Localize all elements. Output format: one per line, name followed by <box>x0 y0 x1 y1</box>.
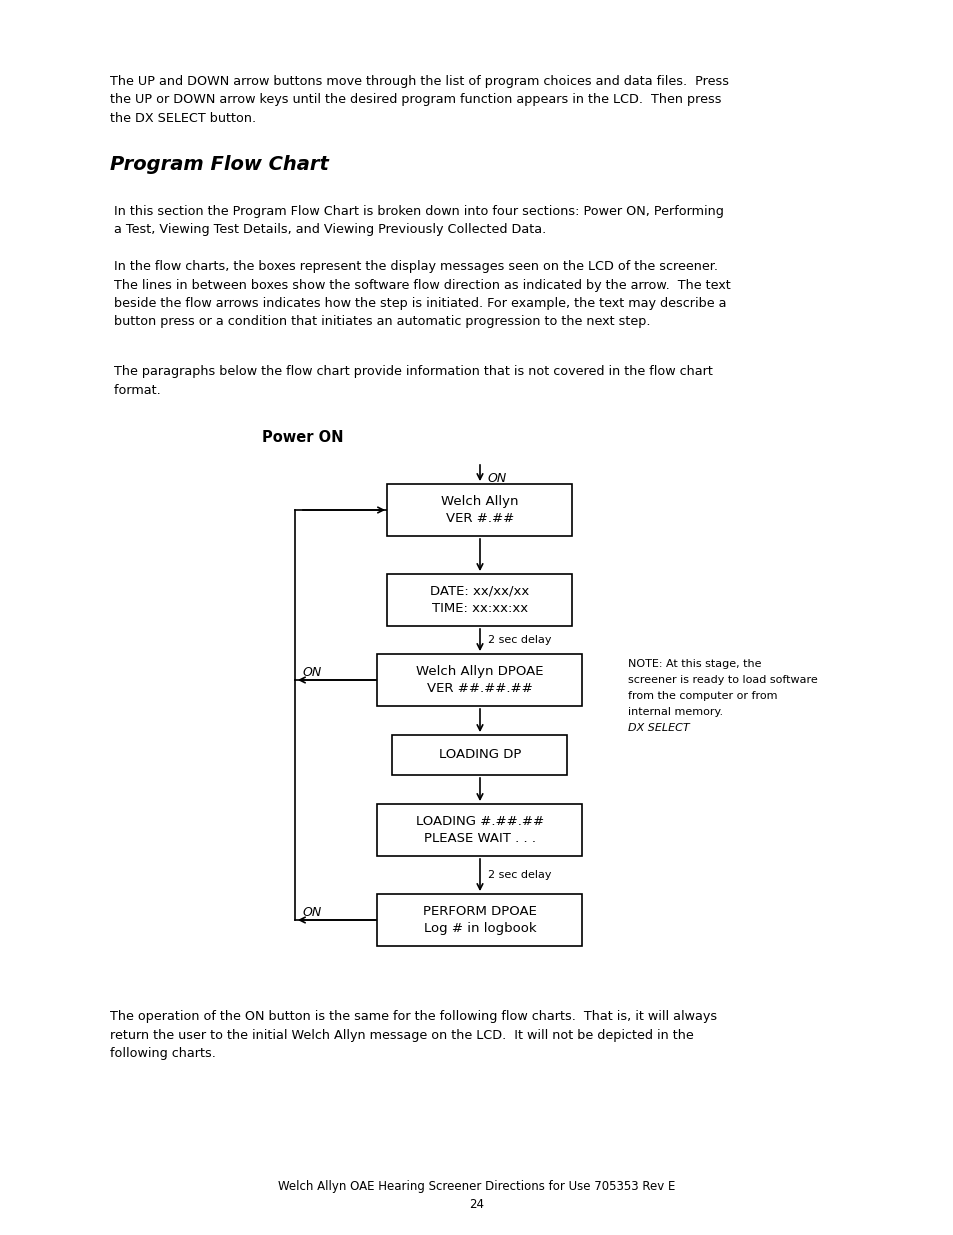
Bar <box>387 484 572 536</box>
Text: DATE: xx/xx/xx
TIME: xx:xx:xx: DATE: xx/xx/xx TIME: xx:xx:xx <box>430 585 529 615</box>
Text: LOADING #.##.##
PLEASE WAIT . . .: LOADING #.##.## PLEASE WAIT . . . <box>416 815 543 845</box>
Bar <box>377 804 582 856</box>
Text: 2 sec delay: 2 sec delay <box>488 869 551 881</box>
Text: 24: 24 <box>469 1198 484 1212</box>
Text: Power ON: Power ON <box>262 430 343 445</box>
Text: ON: ON <box>488 472 507 485</box>
Text: The paragraphs below the flow chart provide information that is not covered in t: The paragraphs below the flow chart prov… <box>110 366 712 396</box>
Text: Welch Allyn DPOAE
VER ##.##.##: Welch Allyn DPOAE VER ##.##.## <box>416 664 543 695</box>
Text: internal memory.: internal memory. <box>627 706 722 718</box>
Text: In this section the Program Flow Chart is broken down into four sections: Power : In this section the Program Flow Chart i… <box>110 205 723 236</box>
Text: NOTE: At this stage, the: NOTE: At this stage, the <box>627 659 760 669</box>
Text: The operation of the ON button is the same for the following flow charts.  That : The operation of the ON button is the sa… <box>110 1010 717 1060</box>
Text: screener is ready to load software: screener is ready to load software <box>627 676 817 685</box>
Text: PERFORM DPOAE
Log # in logbook: PERFORM DPOAE Log # in logbook <box>422 905 537 935</box>
Text: DX SELECT: DX SELECT <box>627 722 689 734</box>
Text: The UP and DOWN arrow buttons move through the list of program choices and data : The UP and DOWN arrow buttons move throu… <box>110 75 728 125</box>
Text: Program Flow Chart: Program Flow Chart <box>110 156 329 174</box>
Text: ON: ON <box>303 906 322 919</box>
Bar <box>392 735 567 776</box>
Text: ON: ON <box>303 666 322 679</box>
Text: 2 sec delay: 2 sec delay <box>488 635 551 645</box>
Text: In the flow charts, the boxes represent the display messages seen on the LCD of : In the flow charts, the boxes represent … <box>110 261 730 329</box>
Bar <box>377 655 582 706</box>
Bar <box>387 574 572 626</box>
Text: Welch Allyn OAE Hearing Screener Directions for Use 705353 Rev E: Welch Allyn OAE Hearing Screener Directi… <box>278 1179 675 1193</box>
Text: Welch Allyn
VER #.##: Welch Allyn VER #.## <box>441 495 518 525</box>
Text: from the computer or from: from the computer or from <box>627 692 777 701</box>
Text: LOADING DP: LOADING DP <box>438 748 520 762</box>
Bar <box>377 894 582 946</box>
